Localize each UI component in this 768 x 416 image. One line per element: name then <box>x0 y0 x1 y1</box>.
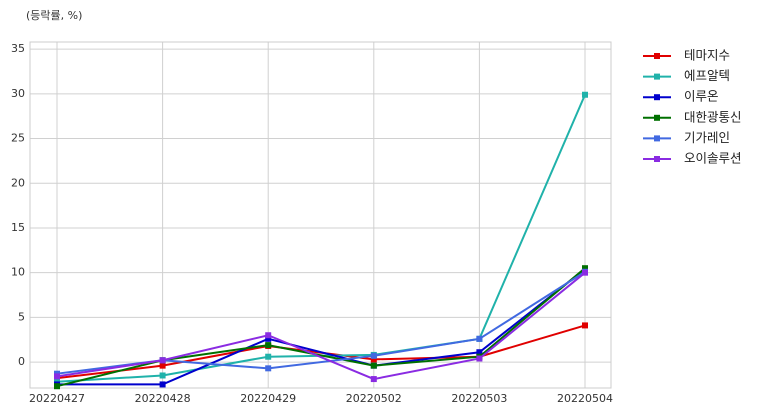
x-tick-label: 20220503 <box>451 392 507 405</box>
y-axis-label: (등락률, %) <box>26 9 82 22</box>
series-line <box>56 271 586 381</box>
x-tick-label: 20220427 <box>29 392 85 405</box>
marker <box>265 353 272 360</box>
marker <box>370 362 377 369</box>
legend-label: 이루온 <box>684 89 719 104</box>
legend-marker <box>654 156 660 162</box>
y-tick-label: 25 <box>11 132 25 145</box>
legend-label: 테마지수 <box>684 48 730 63</box>
marker <box>476 335 483 342</box>
legend-marker <box>654 94 660 101</box>
marker <box>476 355 483 362</box>
y-tick-label: 5 <box>18 310 25 323</box>
y-tick-label: 10 <box>11 266 25 279</box>
series-line <box>56 270 586 375</box>
marker <box>159 362 166 369</box>
y-tick-label: 15 <box>11 221 25 234</box>
marker <box>265 335 272 342</box>
y-tick-label: 20 <box>11 176 25 189</box>
legend-label: 에프알텍 <box>684 68 730 83</box>
marker <box>265 342 272 349</box>
legend-marker <box>654 114 660 121</box>
series-line <box>56 94 586 383</box>
marker <box>582 322 588 329</box>
legend-entry: 이루온 <box>643 89 719 104</box>
x-tick-label: 20220428 <box>135 392 191 405</box>
legend-entry: 기가레인 <box>643 130 730 145</box>
plot-frame <box>29 41 612 389</box>
legend-entry: 에프알텍 <box>643 68 730 83</box>
x-tick-label: 20220504 <box>557 392 613 405</box>
legend-marker <box>654 53 660 59</box>
marker <box>582 265 588 272</box>
y-tick-label: 35 <box>11 42 25 55</box>
legend-marker <box>654 135 660 142</box>
marker <box>370 376 377 383</box>
legend-marker <box>654 73 660 80</box>
legend-entry: 대한광통신 <box>643 109 742 124</box>
marker <box>265 365 272 372</box>
series-line <box>56 267 586 388</box>
marker <box>54 373 60 380</box>
y-tick-label: 0 <box>18 355 25 368</box>
legend-label: 오이솔루션 <box>684 151 742 166</box>
marker <box>582 91 588 98</box>
legend-label: 기가레인 <box>684 130 730 145</box>
legend-entry: 테마지수 <box>643 48 730 63</box>
marker <box>370 352 377 359</box>
x-tick-label: 20220502 <box>346 392 402 405</box>
series-line <box>57 268 586 386</box>
y-tick-label: 30 <box>11 87 25 100</box>
marker <box>159 372 166 379</box>
marker <box>54 383 60 390</box>
marker <box>370 356 377 363</box>
marker <box>265 332 272 339</box>
marker <box>582 269 588 276</box>
marker <box>159 357 166 364</box>
legend-entry: 오이솔루션 <box>643 151 742 166</box>
legend-label: 대한광통신 <box>684 109 742 124</box>
marker <box>159 381 166 388</box>
x-tick-label: 20220429 <box>240 392 296 405</box>
marker <box>476 349 483 356</box>
